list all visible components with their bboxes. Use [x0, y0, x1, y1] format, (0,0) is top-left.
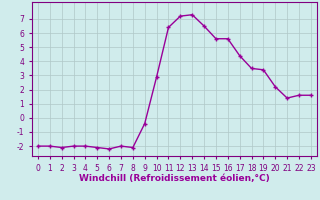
X-axis label: Windchill (Refroidissement éolien,°C): Windchill (Refroidissement éolien,°C)	[79, 174, 270, 183]
